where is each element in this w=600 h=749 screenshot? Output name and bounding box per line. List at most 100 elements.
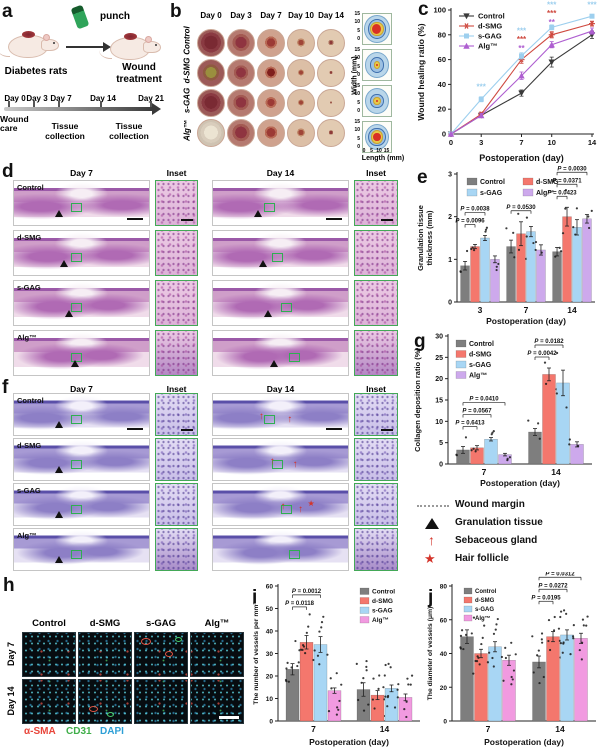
x-category-label: 7 [482,467,487,477]
trace-mid-contour [369,57,385,73]
x-category-label: 14 [567,305,577,315]
data-point-dot [470,449,473,452]
data-point-dot [285,680,288,683]
x-category-label: 14 [555,724,565,734]
wound-day-header: Day 0 [200,11,222,20]
tissue-inset-image [354,230,398,276]
data-point-dot [534,248,537,252]
wound-photo [317,59,345,87]
data-point-dot [556,351,559,355]
histology-column-header: Day 14 [266,384,295,394]
histology-column-header: Day 7 [70,384,93,394]
roi-rectangle [288,353,300,362]
data-point-dot [407,683,410,686]
data-point-dot [383,674,386,677]
scale-bar [219,716,239,719]
data-point-dot [335,672,338,675]
y-tick-label: 10 [266,696,274,703]
data-point-dot [587,226,591,230]
data-point-dot [495,268,498,272]
bar [384,688,399,722]
timeline-day-label: Day 7 [50,94,72,103]
granulation-tissue-marker [258,260,267,268]
bar [562,216,572,303]
y-tick-label: 40 [266,629,274,636]
data-point-dot [472,616,476,619]
y-tick-label: 5 [439,440,443,447]
p-value-label: P = 0.0530 [506,205,536,211]
data-point-dot [393,706,397,709]
panel-d-he-staining: d Day 7 Inset Day 14 Inset Control d-SMG s-GA… [0,158,415,378]
wound-photo [257,59,285,87]
legend-swatch [466,188,478,197]
x-axis-label: Postoperation (day) [480,478,560,488]
data-point-dot [297,661,300,664]
histology-column-header: Inset [166,168,187,178]
data-point-dot [555,392,558,395]
panel-j-vessel-diameter-chart: j 0 20 40 60 80 P = 0.0195 P = 0.0272 P = 0.031… [424,571,600,749]
wound-photo [197,89,225,117]
if-column-header: Control [32,618,66,629]
trace-ytick: 5 [357,135,360,142]
y-tick-label: 80 [440,584,448,591]
bar [299,642,314,722]
vessel-ring [89,706,98,712]
p-value-label: P = 0.0567 [462,409,492,415]
legend-entry-label: Control [475,589,497,595]
data-point-dot [564,207,567,210]
tissue-inset-image [155,528,198,571]
trace-ytick: 5 [357,99,360,106]
bar [528,431,542,465]
data-point-dot [562,609,566,612]
panel-j-label: j [428,587,434,608]
data-point-dot [491,656,494,660]
data-point-dot [312,658,315,662]
data-point-dot [561,232,565,235]
p-value-label: P = 0.0195 [531,595,561,601]
data-point-dot [537,649,540,652]
legend-entry-label: s-GAG [469,362,492,369]
bar [526,231,536,303]
y-tick-label: 20 [435,376,443,383]
diabetes-rats-label: Diabetes rats [4,66,68,77]
data-point-dot [514,653,517,656]
data-point-dot [542,675,545,679]
if-image-cell [134,679,188,724]
y-tick-label: 60 [266,584,274,591]
data-point-dot [465,249,469,253]
data-point-dot [307,625,310,628]
data-point-dot [580,658,583,661]
y-tick-label: 80 [438,30,446,39]
legend-swatch [359,606,370,614]
data-point-dot [517,212,520,215]
bar [536,249,546,303]
tissue-row-label: s-GAG [17,486,41,495]
x-category-label: 7 [311,724,316,734]
data-point-dot [534,240,538,244]
histology-column-header: Day 7 [70,168,93,178]
bar [313,644,328,722]
legend-swatch [455,350,467,358]
data-point-dot [511,678,514,681]
x-category-label: 3 [478,305,483,315]
roi-rectangle [70,459,82,469]
panel-c-label: c [418,0,429,20]
hair-follicle-label: Hair follicle [455,553,509,564]
data-point-dot [525,216,529,219]
trace-ytick: 5 [357,27,360,34]
data-point-dot [286,661,289,664]
granulation-tissue-marker [54,466,63,474]
data-point-dot [316,654,320,657]
bar [488,646,502,722]
histology-column-header: Inset [366,168,386,178]
y-tick-label: 20 [440,685,448,692]
tissue-section-image [212,438,349,481]
data-point-dot [301,648,304,651]
significance-stars: *** [547,1,557,10]
panel-e-label: e [417,167,428,188]
trace-ytick: 0 [357,107,360,114]
data-point-dot [472,447,475,450]
data-point-dot [397,683,400,686]
data-point-dot [365,659,368,663]
data-point-dot [572,624,575,627]
